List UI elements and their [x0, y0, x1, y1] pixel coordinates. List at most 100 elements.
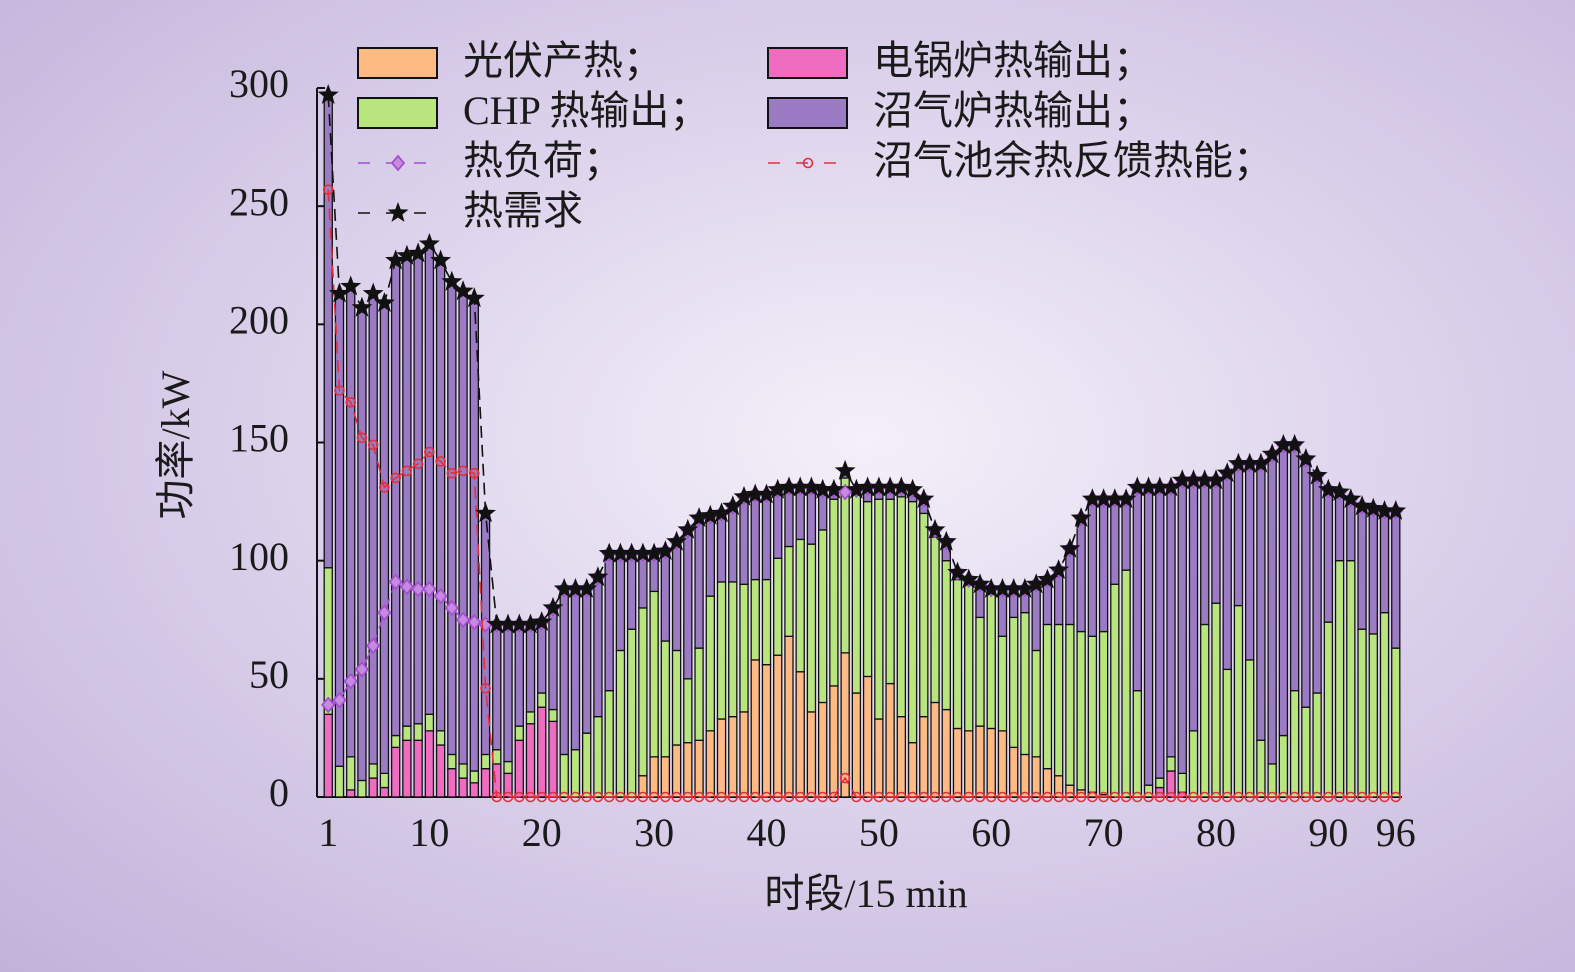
- star-marker: [609, 542, 631, 563]
- star-marker: [1037, 568, 1058, 589]
- circle-marker: [997, 791, 1008, 803]
- bar-segment: [930, 536, 940, 704]
- circle-marker: [513, 791, 525, 803]
- bar-segment: [537, 692, 547, 708]
- bar-segment: [390, 746, 401, 798]
- bar-segment: [1132, 690, 1143, 798]
- star-marker: [1048, 559, 1070, 579]
- circle-marker: [1109, 791, 1121, 803]
- circle-marker: [581, 791, 592, 803]
- bar-segment: [997, 635, 1008, 732]
- bar-segment: [435, 259, 446, 732]
- bar-segment: [1076, 630, 1086, 791]
- bar-segment: [1391, 510, 1401, 649]
- bar-segment: [323, 94, 333, 569]
- star-marker: [879, 476, 901, 497]
- line: [327, 189, 1396, 798]
- bar-segment: [739, 583, 749, 713]
- star-marker: [935, 530, 957, 551]
- bar-segment: [1357, 505, 1367, 630]
- star-marker: [890, 476, 912, 497]
- circle-marker: [435, 456, 446, 467]
- circle-marker: [626, 791, 637, 803]
- bar-segment: [829, 685, 839, 798]
- bar-segment: [435, 730, 446, 746]
- circle-marker: [1075, 791, 1087, 803]
- bar-segment: [1222, 472, 1232, 671]
- bar-segment: [1256, 463, 1266, 741]
- bar-segment: [525, 723, 536, 798]
- bar-segment: [1357, 628, 1367, 798]
- bar-segment: [761, 493, 772, 581]
- bar-segment: [874, 718, 884, 798]
- star-marker: [475, 502, 496, 523]
- circle-marker: [1132, 791, 1143, 803]
- star-marker: [823, 478, 845, 499]
- bar-segment: [548, 607, 558, 711]
- bar-segment: [638, 607, 648, 777]
- bar-segment: [862, 500, 873, 678]
- star-marker: [1205, 469, 1227, 490]
- star-marker: [1239, 452, 1261, 473]
- star-marker: [1272, 433, 1294, 454]
- bar-segment: [1301, 458, 1311, 708]
- star-marker: [632, 542, 654, 563]
- bar-segment: [919, 512, 929, 718]
- star-marker: [1306, 464, 1328, 485]
- bar-segment: [1211, 602, 1221, 798]
- bar-segment: [458, 290, 468, 765]
- circle-marker: [1008, 791, 1020, 803]
- bar-segment: [402, 739, 412, 798]
- x-tick-label: 20: [522, 810, 562, 855]
- bar-segment: [593, 715, 603, 798]
- star-marker: [1126, 476, 1148, 497]
- star-marker: [677, 518, 699, 539]
- circle-marker: [424, 446, 435, 458]
- circle-marker: [974, 791, 986, 803]
- x-tick-label: 60: [971, 810, 1011, 855]
- bar-segment: [559, 588, 569, 756]
- star-marker: [913, 488, 935, 509]
- circle-marker: [1120, 791, 1132, 803]
- y-axis-title: 功率/kW: [153, 370, 198, 519]
- bar-segment: [1379, 510, 1390, 614]
- bar-segment: [784, 486, 794, 548]
- bar-segment: [447, 753, 457, 770]
- circle-marker: [907, 791, 918, 803]
- circle-marker: [1210, 791, 1222, 803]
- bar-segment: [626, 628, 637, 798]
- star-marker: [463, 287, 485, 308]
- bar-segment: [1278, 734, 1289, 798]
- circle-marker: [817, 791, 828, 803]
- bar-segment: [1155, 486, 1165, 779]
- circle-marker: [345, 397, 357, 408]
- circle-marker: [412, 458, 424, 470]
- star-marker: [711, 502, 732, 523]
- legend-label: 热负荷；: [463, 138, 623, 183]
- bar-segment: [1087, 635, 1098, 793]
- circle-marker: [446, 467, 458, 479]
- star-marker: [947, 561, 968, 582]
- bar-segment: [1334, 560, 1345, 798]
- bar-segment: [469, 770, 480, 784]
- bar-segment: [694, 647, 704, 741]
- star-marker: [374, 292, 395, 312]
- circle-marker: [1379, 791, 1390, 803]
- star-marker: [1149, 476, 1171, 497]
- circle-marker: [615, 791, 626, 803]
- bar-segment: [626, 552, 637, 630]
- bar-segment: [402, 255, 412, 727]
- y-tick-label: 0: [269, 770, 289, 815]
- circle-marker: [1064, 791, 1076, 803]
- bar-segment: [964, 583, 974, 732]
- x-tick-label: 50: [859, 810, 899, 855]
- circle-marker: [1390, 791, 1402, 803]
- circle-marker: [1356, 791, 1368, 803]
- star-marker: [1093, 488, 1115, 509]
- bar-segment: [1312, 692, 1322, 798]
- star-marker: [666, 530, 687, 551]
- bar-segment: [1031, 649, 1041, 758]
- circle-marker: [648, 791, 660, 803]
- bar-segment: [480, 753, 491, 770]
- star-marker: [531, 611, 553, 631]
